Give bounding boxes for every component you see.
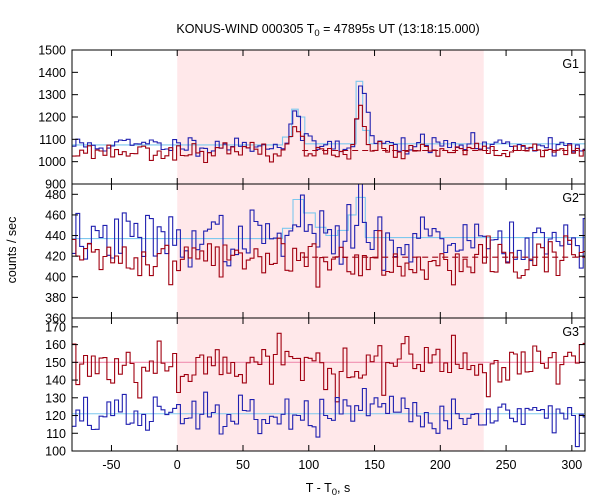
y-tick-label: 130 xyxy=(45,391,66,405)
y-tick-label: 1000 xyxy=(38,155,66,169)
y-tick-label: 140 xyxy=(45,374,66,388)
series-blue-g2 xyxy=(72,184,585,271)
interval-shade xyxy=(177,184,484,318)
y-tick-label: 1500 xyxy=(38,44,66,58)
series-red-g3 xyxy=(72,332,585,403)
panel-frame xyxy=(71,317,586,452)
panel-label: G3 xyxy=(562,325,579,339)
panels: 900 1000 1100 1200 1300 1400 1500 G1 360 380 400 42… xyxy=(38,44,586,459)
x-axis-ticks: -50 0 50 100 150 200 250 300 xyxy=(102,458,582,472)
y-tick-label: 1300 xyxy=(38,88,66,102)
y-tick-label: 460 xyxy=(45,208,66,222)
fit-curve-light-blue xyxy=(72,196,585,240)
y-tick-label: 1200 xyxy=(38,111,66,125)
y-tick-label: 400 xyxy=(45,270,66,284)
series-blue-g1 xyxy=(72,85,585,157)
series-red-g2 xyxy=(72,230,585,288)
x-tick-label: 50 xyxy=(236,458,250,472)
y-tick-label: 380 xyxy=(45,291,66,305)
series-blue-g3 xyxy=(72,387,585,448)
x-axis-label: T - T0, s xyxy=(306,481,350,498)
panel-g2: 360 380 400 420 440 460 480 G2 xyxy=(45,183,586,326)
y-tick-label: 100 xyxy=(45,445,66,459)
y-tick-label: 1100 xyxy=(39,133,66,147)
x-tick-label: 200 xyxy=(430,458,451,472)
y-tick-label: 170 xyxy=(45,320,66,334)
y-tick-label: 150 xyxy=(45,356,66,370)
y-tick-label: 360 xyxy=(45,312,66,326)
y-tick-label: 420 xyxy=(45,250,66,264)
y-tick-label: 440 xyxy=(45,229,66,243)
y-tick-label: 1400 xyxy=(38,66,66,80)
x-tick-label: 150 xyxy=(364,458,385,472)
x-tick-label: 0 xyxy=(174,458,181,472)
panel-label: G1 xyxy=(562,57,579,71)
y-tick-label: 110 xyxy=(46,427,66,441)
x-tick-label: 300 xyxy=(561,458,582,472)
chart-title: KONUS-WIND 000305 T0 = 47895s UT (13:18:… xyxy=(176,22,479,39)
x-tick-label: -50 xyxy=(102,458,120,472)
x-tick-label: 250 xyxy=(496,458,517,472)
panel-label: G2 xyxy=(562,191,579,205)
panel-g3: 100 110 120 130 140 150 160 170 G3 xyxy=(45,317,586,459)
y-tick-label: 900 xyxy=(45,178,66,192)
interval-shade xyxy=(177,50,484,184)
x-tick-label: 100 xyxy=(298,458,319,472)
series-red-g1 xyxy=(72,104,585,164)
y-tick-label: 120 xyxy=(45,409,66,423)
y-tick-label: 480 xyxy=(45,188,66,202)
panel-g1: 900 1000 1100 1200 1300 1400 1500 G1 xyxy=(38,44,586,192)
y-axis-label: counts / sec xyxy=(5,217,19,284)
y-tick-label: 160 xyxy=(45,338,66,352)
